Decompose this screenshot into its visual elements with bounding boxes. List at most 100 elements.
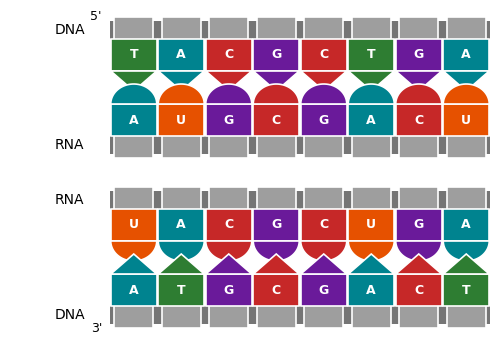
Text: A: A (462, 49, 471, 61)
Polygon shape (158, 39, 204, 71)
Polygon shape (443, 254, 489, 274)
Text: T: T (367, 49, 376, 61)
Polygon shape (158, 104, 204, 136)
Bar (114, 17, 153, 43)
Text: G: G (414, 49, 424, 61)
Text: T: T (129, 49, 138, 61)
Polygon shape (396, 71, 442, 91)
Polygon shape (348, 254, 394, 274)
Bar (209, 187, 248, 213)
Text: DNA: DNA (55, 23, 86, 37)
Polygon shape (111, 241, 157, 261)
Bar (304, 187, 343, 213)
Bar (257, 17, 296, 43)
Bar (114, 187, 153, 213)
Polygon shape (348, 71, 394, 91)
Text: T: T (462, 284, 471, 296)
Bar (110, 136, 490, 154)
Text: A: A (177, 49, 186, 61)
Bar (352, 302, 391, 328)
Polygon shape (443, 39, 489, 71)
Bar (447, 17, 486, 43)
Text: U: U (461, 114, 471, 127)
Bar (162, 302, 201, 328)
Polygon shape (396, 39, 442, 71)
Text: C: C (271, 114, 281, 127)
Bar (257, 132, 296, 158)
Bar (257, 187, 296, 213)
Text: C: C (271, 284, 281, 296)
Bar (209, 17, 248, 43)
Text: G: G (271, 49, 281, 61)
Polygon shape (253, 104, 299, 136)
Polygon shape (348, 241, 394, 261)
Polygon shape (158, 209, 204, 241)
Polygon shape (301, 254, 347, 274)
Bar (447, 132, 486, 158)
Polygon shape (348, 104, 394, 136)
Polygon shape (301, 84, 347, 104)
Bar (110, 191, 490, 209)
Polygon shape (158, 71, 204, 91)
Text: 3': 3' (498, 10, 499, 22)
Text: U: U (129, 218, 139, 231)
Text: G: G (224, 114, 234, 127)
Polygon shape (348, 209, 394, 241)
Polygon shape (301, 104, 347, 136)
Text: C: C (224, 49, 234, 61)
Bar (110, 306, 490, 324)
Bar (257, 302, 296, 328)
Polygon shape (253, 209, 299, 241)
Polygon shape (396, 241, 442, 261)
Polygon shape (253, 241, 299, 261)
Polygon shape (253, 274, 299, 306)
Text: G: G (414, 218, 424, 231)
Polygon shape (253, 39, 299, 71)
Polygon shape (111, 39, 157, 71)
Text: G: G (271, 218, 281, 231)
Bar (399, 17, 438, 43)
Bar (447, 302, 486, 328)
Bar (114, 302, 153, 328)
Polygon shape (348, 274, 394, 306)
Bar (304, 302, 343, 328)
Polygon shape (111, 104, 157, 136)
Polygon shape (111, 71, 157, 91)
Polygon shape (206, 84, 252, 104)
Polygon shape (396, 254, 442, 274)
Polygon shape (111, 274, 157, 306)
Bar (162, 17, 201, 43)
Polygon shape (206, 71, 252, 91)
Text: RNA: RNA (55, 138, 84, 152)
Polygon shape (301, 241, 347, 261)
Polygon shape (301, 39, 347, 71)
Polygon shape (301, 274, 347, 306)
Bar (209, 302, 248, 328)
Bar (399, 187, 438, 213)
Bar (304, 17, 343, 43)
Text: A: A (177, 218, 186, 231)
Text: A: A (366, 284, 376, 296)
Text: C: C (414, 114, 423, 127)
Polygon shape (253, 84, 299, 104)
Polygon shape (301, 209, 347, 241)
Polygon shape (443, 84, 489, 104)
Bar (114, 132, 153, 158)
Polygon shape (111, 84, 157, 104)
Bar (399, 302, 438, 328)
Text: U: U (366, 218, 376, 231)
Polygon shape (206, 254, 252, 274)
Polygon shape (253, 254, 299, 274)
Bar (110, 21, 490, 39)
Polygon shape (158, 241, 204, 261)
Text: DNA: DNA (55, 308, 86, 322)
Polygon shape (206, 104, 252, 136)
Text: A: A (129, 114, 139, 127)
Text: C: C (414, 284, 423, 296)
Text: G: G (319, 114, 329, 127)
Polygon shape (443, 274, 489, 306)
Bar (304, 132, 343, 158)
Polygon shape (206, 209, 252, 241)
Text: A: A (462, 218, 471, 231)
Polygon shape (301, 71, 347, 91)
